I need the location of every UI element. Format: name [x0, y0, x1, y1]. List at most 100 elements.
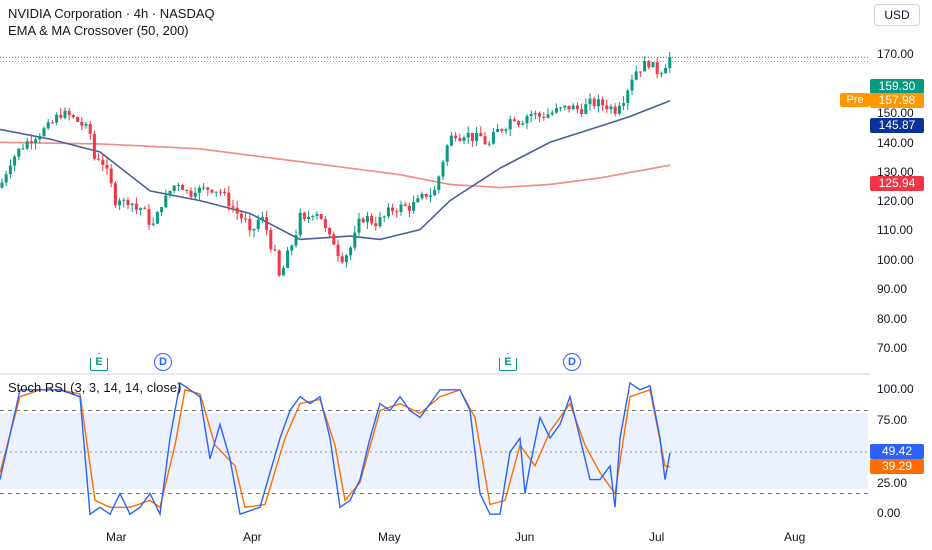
candle-body	[281, 267, 285, 276]
time-label: Mar	[106, 530, 127, 544]
candle-body	[584, 104, 588, 114]
candle-body	[197, 187, 201, 193]
candle-body	[298, 212, 302, 236]
candle-body	[605, 105, 609, 110]
candle-body	[38, 135, 42, 140]
candle-body	[542, 116, 546, 118]
candle-body	[550, 112, 554, 115]
candle-body	[134, 203, 138, 210]
candle-body	[8, 165, 12, 175]
candle-body	[76, 117, 80, 122]
candle-body	[92, 133, 96, 159]
candle-body	[433, 189, 437, 196]
ema50-label: 145.87	[870, 118, 924, 133]
candle-body	[592, 98, 596, 107]
price-pane[interactable]	[0, 51, 870, 277]
candle-body	[357, 218, 361, 233]
ma200-label: 125.94	[870, 176, 924, 191]
candle-body	[546, 114, 550, 118]
candle-body	[559, 107, 563, 109]
price-tick: 100.00	[877, 253, 914, 267]
candle-body	[365, 215, 369, 223]
candle-body	[71, 115, 75, 118]
candle-body	[521, 123, 525, 125]
candle-body	[139, 208, 143, 210]
candle-body	[622, 103, 626, 106]
candle-body	[118, 200, 122, 206]
candle-body	[227, 192, 231, 207]
candle-body	[311, 215, 315, 218]
candle-body	[130, 203, 134, 206]
candle-body	[340, 256, 344, 263]
candle-body	[67, 110, 71, 116]
price-tick: 170.00	[877, 47, 914, 61]
candle-body	[655, 62, 659, 74]
indicator-legend[interactable]: EMA & MA Crossover (50, 200)	[8, 23, 189, 38]
ma200-line	[0, 141, 671, 189]
candle-body	[155, 212, 159, 224]
candle-body	[302, 212, 306, 220]
rsi-band	[0, 413, 868, 489]
candle-body	[248, 218, 252, 231]
candle-body	[97, 158, 101, 160]
candle-body	[647, 61, 651, 68]
candle-body	[475, 132, 479, 141]
candle-body	[143, 208, 147, 210]
candle-body	[634, 71, 638, 80]
candle-body	[252, 228, 256, 231]
price-tick: 130.00	[877, 165, 914, 179]
candle-body	[332, 234, 336, 245]
candle-body	[491, 132, 495, 144]
candle-body	[613, 106, 617, 114]
candle-body	[336, 244, 340, 257]
candle-body	[328, 227, 332, 235]
candle-body	[323, 219, 327, 228]
candle-body	[4, 174, 8, 183]
candle-body	[588, 98, 592, 105]
candle-body	[395, 211, 399, 213]
candle-body	[361, 218, 365, 223]
candle-body	[13, 156, 17, 166]
candle-body	[63, 110, 67, 118]
candle-body	[517, 121, 521, 125]
candle-body	[412, 202, 416, 211]
candle-body	[403, 204, 407, 206]
candle-body	[659, 73, 663, 75]
rsi-pane[interactable]	[0, 381, 868, 517]
premarket-tag: Pre	[840, 93, 870, 107]
dividend-event-icon[interactable]: D	[154, 353, 172, 371]
candle-body	[554, 108, 558, 113]
price-tick: 150.00	[877, 106, 914, 120]
rsi-d-label: 39.29	[870, 459, 924, 474]
candle-body	[290, 245, 294, 251]
candle-body	[462, 137, 466, 141]
candle-body	[42, 128, 46, 136]
candle-body	[512, 119, 516, 122]
premarket-price-label: 157.98	[870, 93, 924, 108]
earnings-event-icon[interactable]: E	[499, 353, 517, 371]
candle-body	[307, 217, 311, 220]
candle-body	[470, 132, 474, 141]
candle-body	[349, 247, 353, 256]
candle-body	[193, 192, 197, 197]
candle-body	[437, 176, 441, 190]
rsi-legend[interactable]: Stoch RSI (3, 3, 14, 14, close)	[8, 380, 182, 395]
candle-body	[17, 148, 21, 157]
price-tick: 140.00	[877, 136, 914, 150]
time-label: Aug	[784, 530, 806, 544]
candle-body	[378, 216, 382, 227]
earnings-event-icon[interactable]: E	[90, 353, 108, 371]
candle-body	[533, 113, 537, 115]
candle-body	[651, 62, 655, 68]
candle-body	[113, 183, 117, 206]
symbol-title[interactable]: NVIDIA Corporation · 4h · NASDAQ	[8, 6, 215, 21]
candle-body	[277, 250, 281, 276]
candle-body	[265, 217, 269, 230]
dividend-event-icon[interactable]: D	[563, 353, 581, 371]
candle-body	[164, 195, 168, 208]
currency-button[interactable]: USD	[874, 4, 920, 26]
candle-body	[643, 61, 647, 72]
candle-body	[181, 184, 185, 190]
candle-body	[424, 193, 428, 197]
